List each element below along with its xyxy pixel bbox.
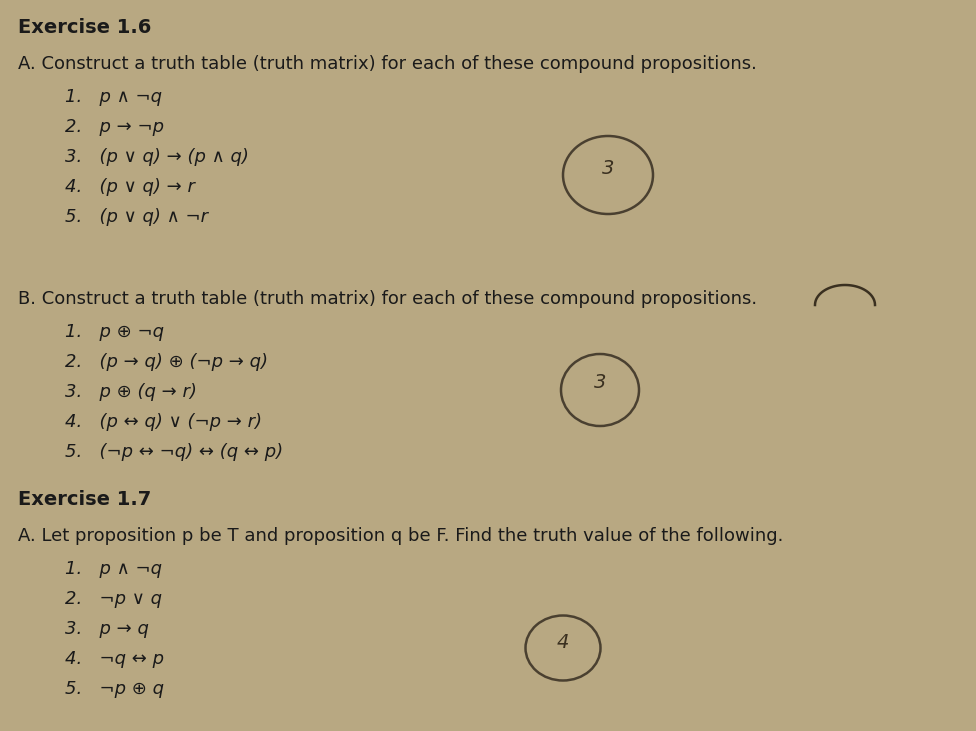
Text: 3.   p → q: 3. p → q <box>65 620 149 638</box>
Text: 3.   p ⊕ (q → r): 3. p ⊕ (q → r) <box>65 383 197 401</box>
Text: B. Construct a truth table (truth matrix) for each of these compound proposition: B. Construct a truth table (truth matrix… <box>18 290 757 308</box>
Text: A. Let proposition p be T and proposition q be F. Find the truth value of the fo: A. Let proposition p be T and propositio… <box>18 527 784 545</box>
Text: 4.   ¬q ↔ p: 4. ¬q ↔ p <box>65 650 164 668</box>
Text: 2.   p → ¬p: 2. p → ¬p <box>65 118 164 136</box>
Text: 3: 3 <box>602 159 614 178</box>
Text: 1.   p ∧ ¬q: 1. p ∧ ¬q <box>65 560 162 578</box>
Text: 1.   p ⊕ ¬q: 1. p ⊕ ¬q <box>65 323 164 341</box>
Text: 3.   (p ∨ q) → (p ∧ q): 3. (p ∨ q) → (p ∧ q) <box>65 148 249 166</box>
Text: 4: 4 <box>557 634 569 653</box>
Text: 5.   ¬p ⊕ q: 5. ¬p ⊕ q <box>65 680 164 698</box>
Text: 1.   p ∧ ¬q: 1. p ∧ ¬q <box>65 88 162 106</box>
Text: 4.   (p ↔ q) ∨ (¬p → r): 4. (p ↔ q) ∨ (¬p → r) <box>65 413 262 431</box>
Text: 5.   (¬p ↔ ¬q) ↔ (q ↔ p): 5. (¬p ↔ ¬q) ↔ (q ↔ p) <box>65 443 283 461</box>
Text: 2.   (p → q) ⊕ (¬p → q): 2. (p → q) ⊕ (¬p → q) <box>65 353 268 371</box>
Text: Exercise 1.6: Exercise 1.6 <box>18 18 151 37</box>
Text: A. Construct a truth table (truth matrix) for each of these compound proposition: A. Construct a truth table (truth matrix… <box>18 55 756 73</box>
Text: Exercise 1.7: Exercise 1.7 <box>18 490 151 509</box>
Text: 4.   (p ∨ q) → r: 4. (p ∨ q) → r <box>65 178 195 196</box>
Text: 2.   ¬p ∨ q: 2. ¬p ∨ q <box>65 590 162 608</box>
Text: 5.   (p ∨ q) ∧ ¬r: 5. (p ∨ q) ∧ ¬r <box>65 208 208 226</box>
Text: 3: 3 <box>593 374 606 393</box>
